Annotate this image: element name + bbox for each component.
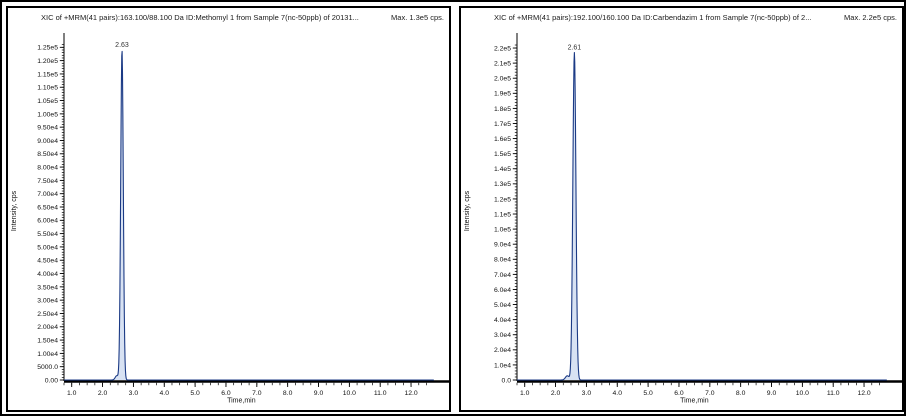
chromatogram-panel-methomyl: XIC of +MRM(41 pairs):163.100/88.100 Da … [6,6,451,412]
svg-text:7.0: 7.0 [705,390,715,397]
svg-text:2.63: 2.63 [115,42,129,49]
svg-text:4.00e4: 4.00e4 [37,271,58,278]
svg-text:3.0e4: 3.0e4 [494,332,511,339]
svg-text:2.00e4: 2.00e4 [37,324,58,331]
svg-text:9.0: 9.0 [767,390,777,397]
svg-text:1.00e5: 1.00e5 [37,111,58,118]
max-cps-label: Max. 1.3e5 cps. [391,13,444,22]
svg-text:8.0: 8.0 [283,390,293,397]
svg-text:1.05e5: 1.05e5 [37,98,58,105]
svg-text:Intensity, cps: Intensity, cps [11,190,18,231]
svg-text:2.0e4: 2.0e4 [494,347,511,354]
svg-text:8.0: 8.0 [736,390,746,397]
svg-text:9.0e4: 9.0e4 [494,242,511,249]
panel-header: XIC of +MRM(41 pairs):192.100/160.100 Da… [461,8,902,28]
svg-text:5.00e4: 5.00e4 [37,244,58,251]
svg-text:2.2e5: 2.2e5 [494,45,511,52]
svg-text:1.5e5: 1.5e5 [494,151,511,158]
svg-text:5000.0: 5000.0 [37,364,58,371]
svg-text:11.0: 11.0 [374,390,387,397]
svg-text:1.0: 1.0 [67,390,77,397]
svg-text:1.6e5: 1.6e5 [494,136,511,143]
svg-text:4.0: 4.0 [160,390,170,397]
svg-text:5.50e4: 5.50e4 [37,231,58,238]
svg-text:6.0: 6.0 [221,390,231,397]
svg-text:7.00e4: 7.00e4 [37,191,58,198]
svg-text:3.50e4: 3.50e4 [37,284,58,291]
svg-text:5.0: 5.0 [190,390,200,397]
svg-text:Intensity, cps: Intensity, cps [464,190,471,231]
xic-header-text: XIC of +MRM(41 pairs):192.100/160.100 Da… [494,13,812,22]
svg-text:2.0e5: 2.0e5 [494,76,511,83]
svg-text:8.0e4: 8.0e4 [494,257,511,264]
chromatogram-plot-methomyl: 0.00 5000.0 1.00e4 1.50e4 2.00e4 2.50e4 3.00e4… [11,33,449,405]
svg-text:6.50e4: 6.50e4 [37,204,58,211]
svg-text:7.0: 7.0 [252,390,262,397]
svg-text:1.0: 1.0 [520,390,530,397]
svg-text:2.0: 2.0 [98,390,108,397]
svg-text:3.0: 3.0 [129,390,139,397]
svg-text:1.7e5: 1.7e5 [494,121,511,128]
svg-text:6.0e4: 6.0e4 [494,287,511,294]
svg-text:1.9e5: 1.9e5 [494,91,511,98]
svg-text:1.20e5: 1.20e5 [37,58,58,65]
svg-text:1.00e4: 1.00e4 [37,351,58,358]
svg-text:10.0: 10.0 [796,390,809,397]
svg-text:9.0: 9.0 [314,390,324,397]
svg-text:6.0: 6.0 [674,390,684,397]
svg-text:1.0e4: 1.0e4 [494,362,511,369]
max-cps-label: Max. 2.2e5 cps. [844,13,897,22]
chromatogram-panel-carbendazim: XIC of +MRM(41 pairs):192.100/160.100 Da… [459,6,904,412]
svg-text:3.00e4: 3.00e4 [37,298,58,305]
svg-text:0.0: 0.0 [502,377,512,384]
chromatogram-plot-carbendazim: 0.0 1.0e4 2.0e4 3.0e4 4.0e4 5.0e4 6.0e4 7.0e4 8.… [464,33,902,405]
svg-text:2.0: 2.0 [551,390,561,397]
svg-text:9.00e4: 9.00e4 [37,138,58,145]
svg-text:1.1e5: 1.1e5 [494,211,511,218]
svg-text:1.10e5: 1.10e5 [37,85,58,92]
svg-text:Time,min: Time,min [227,398,256,405]
panel-header: XIC of +MRM(41 pairs):163.100/88.100 Da … [8,8,449,28]
svg-text:0.00: 0.00 [45,377,58,384]
svg-text:4.0: 4.0 [613,390,623,397]
svg-text:1.0e5: 1.0e5 [494,227,511,234]
svg-text:7.0e4: 7.0e4 [494,272,511,279]
svg-text:4.0e4: 4.0e4 [494,317,511,324]
svg-text:1.4e5: 1.4e5 [494,166,511,173]
svg-text:4.50e4: 4.50e4 [37,258,58,265]
svg-text:3.0: 3.0 [582,390,592,397]
svg-text:6.00e4: 6.00e4 [37,218,58,225]
svg-text:1.2e5: 1.2e5 [494,196,511,203]
svg-text:8.50e4: 8.50e4 [37,151,58,158]
svg-text:2.61: 2.61 [568,45,582,52]
svg-text:1.3e5: 1.3e5 [494,181,511,188]
svg-text:5.0: 5.0 [643,390,653,397]
svg-text:2.50e4: 2.50e4 [37,311,58,318]
svg-text:1.25e5: 1.25e5 [37,45,58,52]
svg-text:Time,min: Time,min [680,398,709,405]
svg-text:12.0: 12.0 [404,390,417,397]
svg-text:10.0: 10.0 [343,390,356,397]
svg-text:8.00e4: 8.00e4 [37,164,58,171]
svg-text:9.50e4: 9.50e4 [37,125,58,132]
svg-text:1.8e5: 1.8e5 [494,106,511,113]
svg-text:12.0: 12.0 [857,390,870,397]
svg-text:5.0e4: 5.0e4 [494,302,511,309]
svg-text:1.50e4: 1.50e4 [37,337,58,344]
xic-header-text: XIC of +MRM(41 pairs):163.100/88.100 Da … [41,13,359,22]
svg-text:11.0: 11.0 [827,390,840,397]
svg-text:2.1e5: 2.1e5 [494,61,511,68]
svg-text:7.50e4: 7.50e4 [37,178,58,185]
svg-text:1.15e5: 1.15e5 [37,71,58,78]
